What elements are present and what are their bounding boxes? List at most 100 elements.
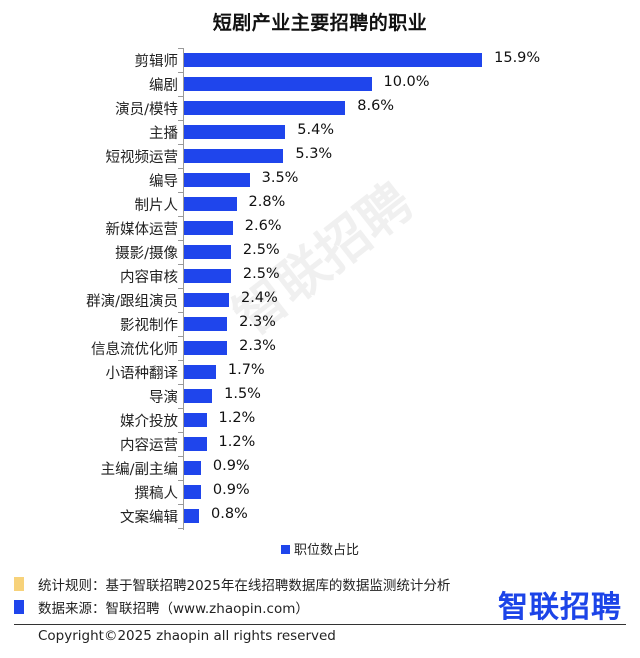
category-label: 小语种翻译: [105, 366, 179, 382]
category-label: 媒介投放: [120, 414, 178, 430]
category-label: 摄影/摄像: [115, 246, 178, 262]
axis-tick: [178, 480, 183, 481]
bar-row: 编剧 10.0%: [0, 72, 640, 96]
bar: [184, 197, 237, 211]
axis-tick: [178, 456, 183, 457]
note-rule-text: 统计规则：基于智联招聘2025年在线招聘数据库的数据监测统计分析: [38, 578, 451, 594]
value-label: 10.0%: [383, 74, 430, 90]
bar: [184, 389, 213, 403]
bar: [184, 221, 233, 235]
value-label: 1.7%: [227, 362, 265, 378]
category-label: 编导: [149, 174, 178, 190]
axis-tick: [178, 312, 183, 313]
value-label: 1.2%: [218, 434, 256, 450]
value-label: 5.4%: [297, 122, 335, 138]
value-label: 1.2%: [218, 410, 256, 426]
axis-tick: [178, 96, 183, 97]
bar-row: 主编/副主编 0.9%: [0, 456, 640, 480]
bar-row: 内容运营 1.2%: [0, 432, 640, 456]
axis-tick: [178, 384, 183, 385]
axis-tick: [178, 192, 183, 193]
bar-row: 主播 5.4%: [0, 120, 640, 144]
bar-row: 短视频运营 5.3%: [0, 144, 640, 168]
category-label: 影视制作: [120, 318, 178, 334]
value-label: 2.4%: [241, 290, 278, 306]
value-label: 2.6%: [244, 218, 282, 234]
divider: [14, 624, 626, 625]
bar: [184, 461, 201, 475]
legend-label: 职位数占比: [293, 543, 359, 558]
value-label: 2.3%: [239, 314, 276, 330]
y-axis: [183, 48, 184, 530]
category-label: 演员/模特: [115, 102, 178, 118]
value-label: 3.5%: [261, 170, 299, 186]
value-label: 2.8%: [248, 194, 286, 210]
axis-tick: [178, 168, 183, 169]
axis-tick: [178, 288, 183, 289]
blue-square-icon: [14, 600, 24, 614]
bar: [184, 269, 231, 283]
copyright: Copyright©2025 zhaopin all rights reserv…: [38, 628, 336, 644]
zhaopin-logo: 智联招聘: [498, 590, 622, 625]
bar-row: 制片人 2.8%: [0, 192, 640, 216]
axis-tick: [178, 264, 183, 265]
bar-row: 剪辑师 15.9%: [0, 48, 640, 72]
bar: [184, 293, 229, 307]
category-label: 撰稿人: [134, 486, 179, 502]
bar-row: 信息流优化师 2.3%: [0, 336, 640, 360]
bar: [184, 365, 216, 379]
category-label: 群演/跟组演员: [86, 294, 178, 310]
bar-row: 内容审核 2.5%: [0, 264, 640, 288]
category-label: 信息流优化师: [91, 342, 178, 358]
bar-row: 影视制作 2.3%: [0, 312, 640, 336]
bar: [184, 437, 207, 451]
bar: [184, 509, 199, 523]
axis-tick: [178, 240, 183, 241]
value-label: 2.3%: [239, 338, 276, 354]
bar: [184, 245, 231, 259]
bar-row: 文案编辑 0.8%: [0, 504, 640, 528]
axis-tick: [178, 216, 183, 217]
chart-title: 短剧产业主要招聘的职业: [212, 12, 428, 34]
bar-row: 撰稿人 0.9%: [0, 480, 640, 504]
bar: [184, 341, 228, 355]
bar: [184, 317, 228, 331]
category-label: 导演: [149, 390, 178, 406]
category-label: 内容审核: [120, 270, 178, 286]
axis-tick: [178, 120, 183, 121]
legend-swatch: [280, 545, 290, 554]
bar: [184, 413, 207, 427]
value-label: 8.6%: [357, 98, 395, 114]
category-label: 短视频运营: [105, 150, 179, 166]
bar-row: 演员/模特 8.6%: [0, 96, 640, 120]
bar-row: 新媒体运营 2.6%: [0, 216, 640, 240]
category-label: 文案编辑: [120, 510, 178, 526]
value-label: 0.8%: [211, 506, 248, 522]
axis-tick: [178, 528, 183, 529]
bar-row: 群演/跟组演员 2.4%: [0, 288, 640, 312]
bar: [184, 101, 346, 115]
category-label: 内容运营: [120, 438, 178, 454]
value-label: 2.5%: [242, 242, 280, 258]
bar: [184, 125, 286, 139]
bar-row: 导演 1.5%: [0, 384, 640, 408]
category-label: 编剧: [149, 78, 178, 94]
bar-row: 媒介投放 1.2%: [0, 408, 640, 432]
category-label: 制片人: [134, 198, 179, 214]
category-label: 主播: [149, 126, 178, 142]
axis-tick: [178, 408, 183, 409]
value-label: 15.9%: [494, 50, 541, 66]
note-source-text: 数据来源：智联招聘（www.zhaopin.com）: [38, 601, 309, 617]
value-label: 2.5%: [242, 266, 280, 282]
yellow-square-icon: [14, 577, 24, 591]
category-label: 主编/副主编: [100, 462, 178, 478]
value-label: 0.9%: [212, 482, 250, 498]
axis-tick: [178, 144, 183, 145]
category-label: 新媒体运营: [105, 222, 179, 238]
bar-row: 小语种翻译 1.7%: [0, 360, 640, 384]
bar-row: 编导 3.5%: [0, 168, 640, 192]
bar: [184, 77, 372, 91]
value-label: 1.5%: [224, 386, 261, 402]
bar: [184, 173, 250, 187]
bar: [184, 485, 201, 499]
